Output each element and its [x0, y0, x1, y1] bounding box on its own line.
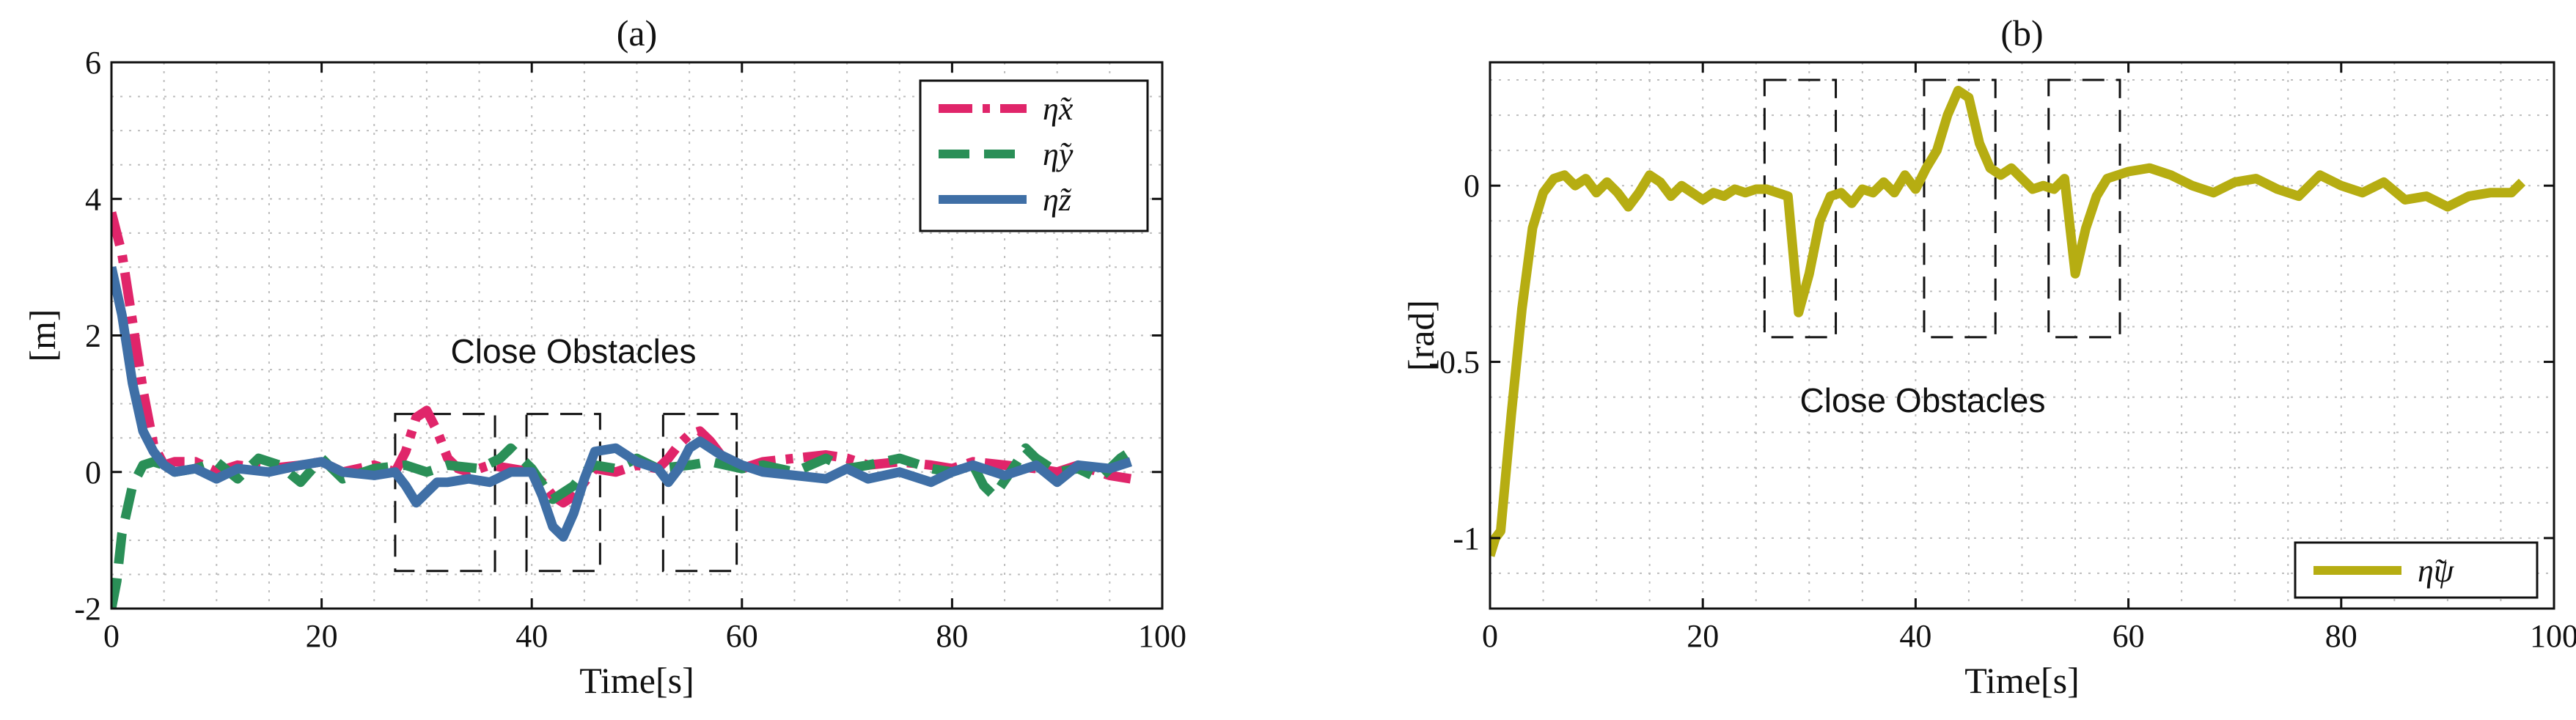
ticks	[110, 61, 1164, 610]
x-tick-label: 20	[1687, 618, 1719, 654]
y-axis-label: [rad]	[1401, 300, 1442, 371]
y-tick-label: 4	[85, 181, 101, 217]
y-tick-label: 2	[85, 318, 101, 354]
series-line-eta-z	[111, 266, 1133, 542]
annotation-close-obstacles: Close Obstacles	[451, 332, 697, 370]
obstacle-window-box	[1923, 78, 1997, 339]
x-axis-label: Time[s]	[579, 660, 694, 701]
legend-label: η̃y	[1043, 136, 1074, 172]
obstacle-window-box	[394, 413, 496, 573]
x-tick-label: 20	[306, 618, 338, 654]
x-tick-label: 60	[726, 618, 758, 654]
x-tick-label: 40	[515, 618, 548, 654]
plot-frame	[1489, 61, 2555, 610]
legend-label: η̃x	[1043, 91, 1074, 127]
y-tick-label: -0.5	[1428, 345, 1480, 381]
x-tick-label: 0	[1482, 618, 1498, 654]
legend: η̃x η̃y η̃z	[919, 79, 1149, 232]
x-tick-label: 100	[1138, 618, 1186, 654]
x-axis-label: Time[s]	[1964, 660, 2080, 701]
grid	[1490, 62, 2554, 609]
legend-label: η̃z	[1043, 182, 1072, 218]
grid	[111, 62, 1162, 609]
obstacle-window-box	[2047, 78, 2121, 339]
y-tick-label: 0	[85, 455, 101, 491]
x-tick-label: 100	[2530, 618, 2576, 654]
ticks	[1489, 62, 2555, 609]
y-axis-label: [m]	[22, 309, 63, 361]
x-tick-label: 80	[936, 618, 968, 654]
y-tick-label: 6	[85, 45, 101, 81]
panel-b: 0 20 40 60 80 100 -1 -0.5 0 (b) Time[s] [rad] Close …	[1401, 12, 2576, 701]
obstacle-boxes	[394, 413, 738, 573]
series-line-eta-psi	[1490, 86, 2526, 557]
series-lines	[1490, 86, 2526, 557]
x-tick-label: 80	[2325, 618, 2357, 654]
x-tick-label: 60	[2113, 618, 2145, 654]
annotation-close-obstacles: Close Obstacles	[1800, 381, 2046, 419]
chart-title: (b)	[2000, 12, 2043, 54]
chart-title: (a)	[617, 12, 658, 54]
legend: η̃ψ	[2294, 541, 2539, 599]
y-tick-label: 0	[1464, 168, 1480, 204]
x-tick-label: 0	[103, 618, 120, 654]
y-tick-label: -2	[74, 591, 101, 627]
obstacle-window-box	[1763, 78, 1838, 339]
x-tick-label: 40	[1899, 618, 1931, 654]
series-lines	[111, 211, 1134, 609]
series-line-eta-y	[111, 443, 1134, 609]
y-tick-label: -1	[1453, 521, 1480, 556]
obstacle-window-box	[661, 413, 738, 573]
obstacle-window-box	[525, 413, 601, 573]
legend-label: η̃ψ	[2418, 553, 2454, 589]
obstacle-boxes	[1763, 78, 2121, 339]
